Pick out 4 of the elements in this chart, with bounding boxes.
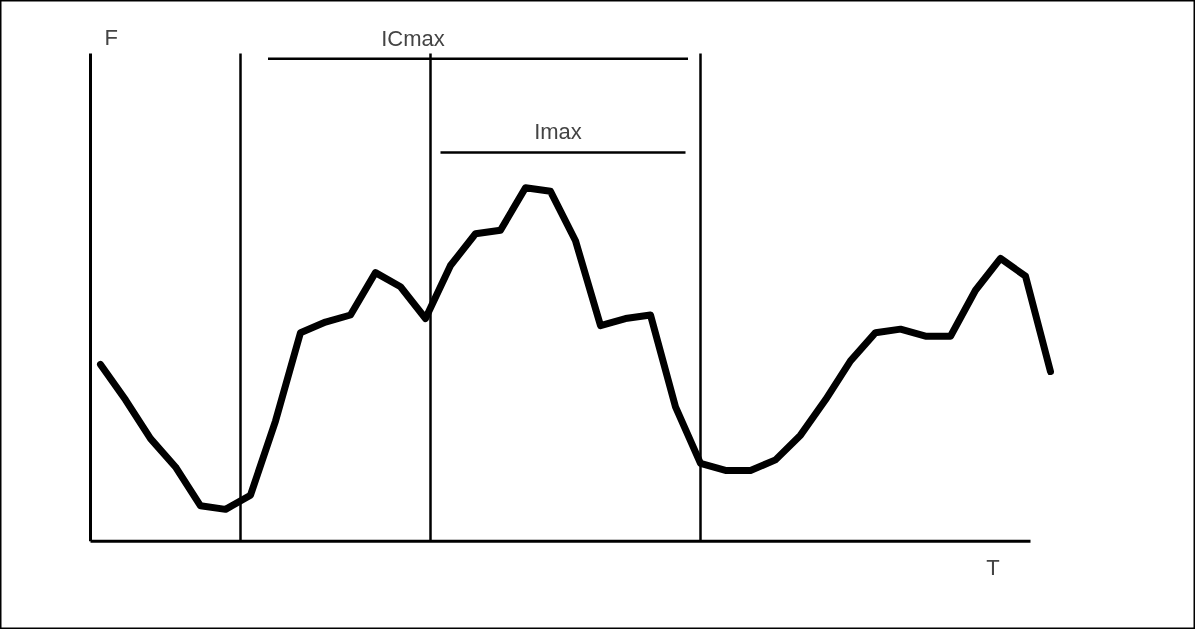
text: ICmax <box>381 25 445 51</box>
x-axis-title: T <box>986 555 1000 581</box>
text: Imax <box>534 119 582 145</box>
text: F <box>104 24 118 50</box>
